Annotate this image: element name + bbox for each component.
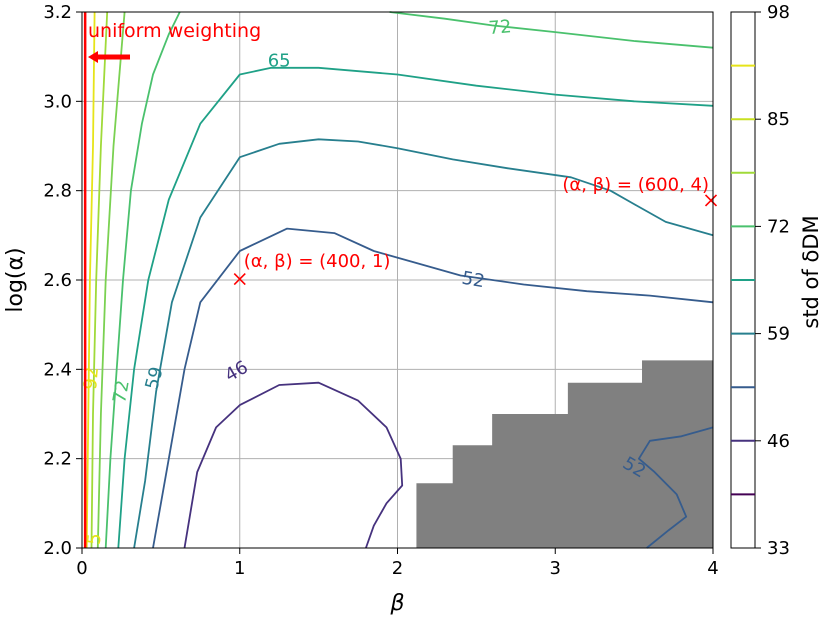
marker-point-600-4 [704,194,718,207]
uniform-weighting-label: uniform weighting [88,20,261,42]
colorbar: 33 46 59 72 85 98 [730,2,790,559]
contour-label-5-8: 5 [84,532,106,545]
x-axis-label: β [389,591,404,616]
contour-label-52-1: 52 [460,268,486,293]
colorbar-tick-label-1: 46 [767,431,790,452]
contour-line-85-8 [90,11,109,549]
contour-label-72-6: 72 [488,16,513,39]
contour-line-46-0 [183,381,404,549]
x-tick-label-3: 3 [550,558,561,579]
x-tick-label-0: 0 [76,558,87,579]
contour-label-72-5: 72 [109,379,134,405]
contour-line-72-5 [104,11,181,549]
colorbar-tick-label-4: 85 [767,109,790,130]
y-tick-label-5: 3.0 [43,91,72,112]
y-tick-label-0: 2.0 [43,538,72,559]
colorbar-tick-label-2: 59 [767,324,790,345]
contour-line-92-9 [85,11,96,549]
x-tick-label-1: 1 [234,558,245,579]
marker-stroke-b [233,273,246,286]
contour-label-65-4: 65 [268,51,291,72]
y-axis-ticks: 2.0 2.2 2.4 2.6 2.8 3.0 3.2 [43,2,82,559]
y-tick-label-4: 2.8 [43,181,72,202]
colorbar-tick-label-0: 33 [767,538,790,559]
contour-line-72-6 [389,11,714,49]
x-axis-ticks: 0 1 2 3 4 [76,548,719,579]
y-tick-label-1: 2.2 [43,449,72,470]
x-tick-label-4: 4 [707,558,718,579]
contour-label-46-0: 46 [221,357,251,387]
colorbar-tick-label-3: 72 [767,216,790,237]
contour-lines [85,11,714,549]
contour-label-59-3: 59 [141,364,167,392]
left-arrow-icon [88,51,130,63]
y-tick-label-6: 3.2 [43,2,72,23]
x-tick-label-2: 2 [392,558,403,579]
annotation-point-600-4: (α, β) = (600, 4) [562,174,709,195]
contour-line-78.5-7 [96,11,126,549]
annotation-point-400-1: (α, β) = (400, 1) [244,251,391,272]
masked-region [416,360,713,548]
colorbar-tick-label-5: 98 [767,2,790,23]
masked-region-fill [416,360,713,548]
annotations: uniform weighting (α, β) = (400, 1) (α, … [83,12,718,548]
contour-line-52-1 [152,227,714,549]
y-tick-label-2: 2.4 [43,359,72,380]
contour-line-65-4 [117,66,714,549]
y-axis-label: log(α) [3,247,28,312]
colorbar-label: std of δDM [799,215,823,328]
contour-label-92-7: 92 [80,366,103,391]
marker-stroke-b [704,194,718,207]
marker-point-400-1 [233,273,246,286]
contour-line-59-3 [133,138,714,549]
contour-line-52-2 [638,426,714,549]
y-tick-label-3: 2.6 [43,270,72,291]
